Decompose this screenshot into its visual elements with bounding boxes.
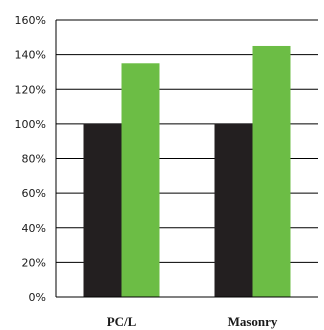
x-category-label: PC/L — [107, 314, 137, 329]
y-tick-label: 40% — [22, 222, 46, 235]
y-tick-label: 160% — [15, 14, 46, 27]
y-tick-label: 60% — [22, 187, 46, 200]
y-tick-labels: 0% 20% 40% 60% 80% 100% 120% 140% 160% — [15, 14, 46, 304]
x-category-labels: PC/L Masonry — [107, 314, 278, 329]
y-tick-label: 20% — [22, 256, 46, 269]
bar-masonry-series-1 — [214, 123, 253, 297]
x-category-label: Masonry — [228, 314, 278, 329]
bars — [83, 45, 291, 297]
axes — [55, 20, 318, 298]
y-tick-label: 100% — [15, 118, 46, 131]
y-tick-label: 120% — [15, 83, 46, 96]
y-tick-label: 140% — [15, 49, 46, 62]
y-tick-label: 80% — [22, 153, 46, 166]
bar-pc-l-series-1 — [83, 123, 122, 297]
bar-pc-l-series-2 — [121, 63, 160, 297]
y-tick-label: 0% — [29, 291, 46, 304]
bar-masonry-series-2 — [252, 45, 291, 297]
